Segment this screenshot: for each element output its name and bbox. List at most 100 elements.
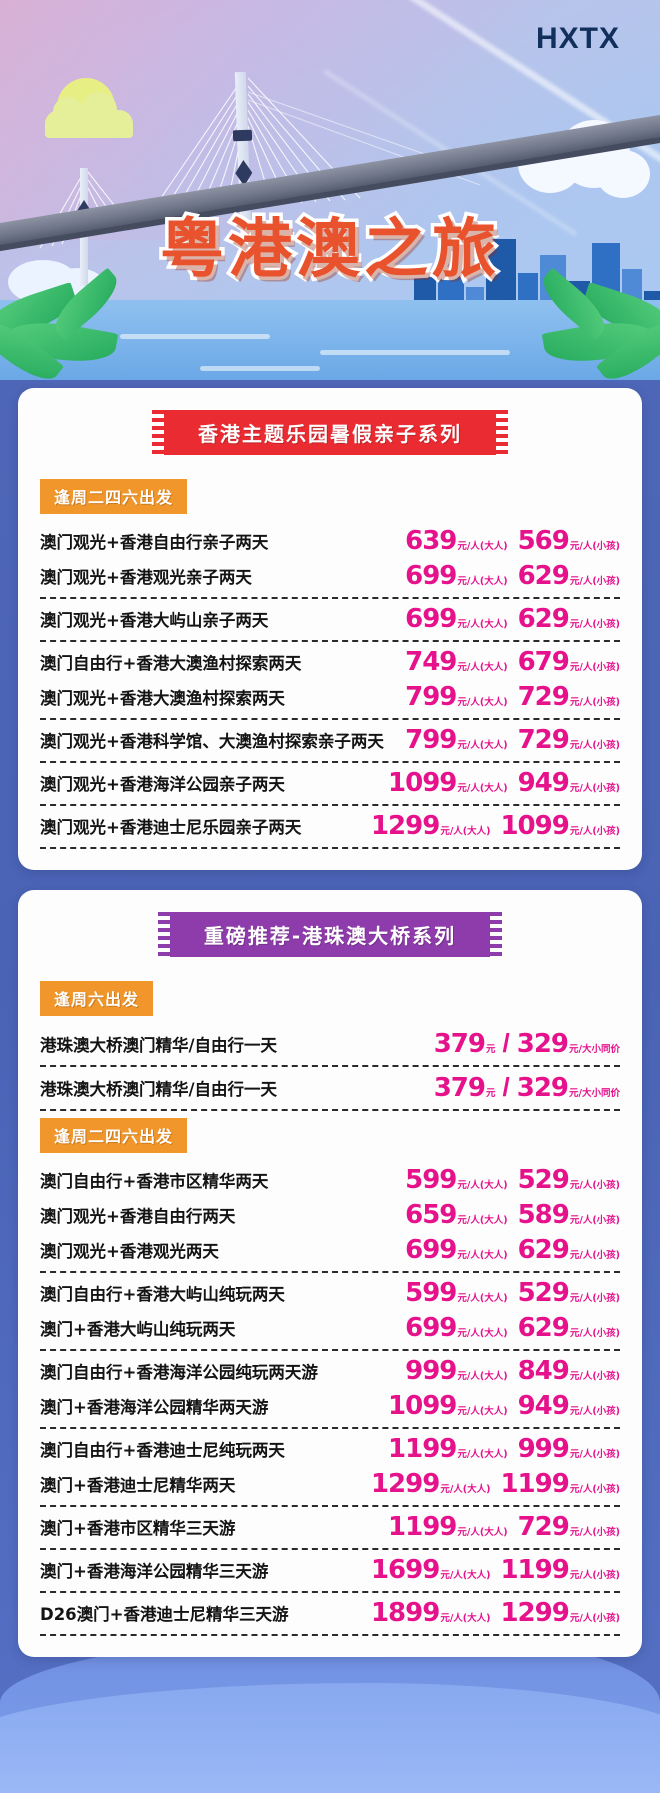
child-price: 729	[517, 682, 570, 712]
price-block: 699 元/人(大人)	[405, 561, 507, 591]
table-row[interactable]: 澳门自由行+香港大屿山纯玩两天 599 元/人(大人) 529 元/人(小孩)	[40, 1276, 620, 1311]
adult-price: 599	[405, 1278, 457, 1308]
adult-price-unit: 元/人(大人)	[457, 619, 508, 630]
table-row[interactable]: 澳门观光+香港观光亲子两天 699 元/人(大人) 629 元/人(小孩)	[40, 559, 620, 594]
adult-price: 599	[405, 1165, 457, 1195]
price-block: 1099 元/人(小孩)	[500, 811, 620, 841]
price-block: 699 元/人(大人)	[405, 604, 507, 634]
offer-group: 澳门观光+香港大屿山亲子两天 699 元/人(大人) 629 元/人(小孩)	[40, 602, 620, 642]
adult-price-unit: 元/人(大人)	[457, 541, 508, 552]
price-block: 699 元/人(大人)	[405, 1235, 507, 1265]
product-name: 澳门+香港市区精华三天游	[40, 1519, 236, 1538]
price-block: 1199 元/人(小孩)	[500, 1555, 620, 1585]
table-row[interactable]: 澳门观光+香港观光两天 699 元/人(大人) 629 元/人(小孩)	[40, 1233, 620, 1268]
price-block: 599 元/人(大人)	[405, 1278, 507, 1308]
child-price: 629	[517, 1235, 570, 1265]
price-block: 799 元/人(大人)	[405, 682, 507, 712]
adult-price-unit: 元/人(大人)	[457, 740, 508, 751]
price-pair: 699 元/人(大人) 629 元/人(小孩)	[405, 604, 620, 634]
adult-price: 799	[405, 682, 457, 712]
offer-group: 澳门自由行+香港海洋公园纯玩两天游 999 元/人(大人) 849 元/人(小孩) 澳门+…	[40, 1354, 620, 1429]
price-block: 629 元/人(小孩)	[518, 1235, 620, 1265]
offer-group: 澳门自由行+香港市区精华两天 599 元/人(大人) 529 元/人(小孩) 澳门观光+香…	[40, 1163, 620, 1273]
cloud-white-icon	[596, 150, 650, 198]
adult-price-unit: 元/人(大人)	[457, 1215, 508, 1226]
price-block: 1899 元/人(大人)	[371, 1598, 491, 1628]
table-row[interactable]: 澳门+香港迪士尼精华两天 1299 元/人(大人) 1199 元/人(小孩)	[40, 1467, 620, 1502]
child-price: 329	[516, 1029, 569, 1059]
product-name: 澳门观光+香港迪士尼乐园亲子两天	[40, 818, 302, 837]
table-row[interactable]: 澳门+香港大屿山纯玩两天 699 元/人(大人) 629 元/人(小孩)	[40, 1311, 620, 1346]
adult-price-unit: 元/人(大人)	[457, 697, 508, 708]
price-block: 1199 元/人(大人)	[388, 1434, 508, 1464]
page-title: 粤港澳之旅	[157, 210, 500, 291]
adult-price: 1099	[388, 1391, 457, 1421]
table-row[interactable]: 澳门自由行+香港海洋公园纯玩两天游 999 元/人(大人) 849 元/人(小孩)	[40, 1354, 620, 1389]
table-row[interactable]: 澳门观光+香港大澳渔村探索两天 799 元/人(大人) 729 元/人(小孩)	[40, 680, 620, 715]
table-row[interactable]: 澳门+香港海洋公园精华三天游 1699 元/人(大人) 1199 元/人(小孩)	[40, 1553, 620, 1588]
table-row[interactable]: 澳门+香港海洋公园精华两天游 1099 元/人(大人) 949 元/人(小孩)	[40, 1389, 620, 1424]
adult-price: 1199	[388, 1512, 457, 1542]
price-pair: 639 元/人(大人) 569 元/人(小孩)	[405, 526, 620, 556]
product-name: 澳门观光+香港海洋公园亲子两天	[40, 775, 285, 794]
price-block: 679 元/人(小孩)	[518, 647, 620, 677]
table-row[interactable]: 澳门自由行+香港市区精华两天 599 元/人(大人) 529 元/人(小孩)	[40, 1163, 620, 1198]
price-block: 329 元/大小同价	[517, 1073, 620, 1103]
child-price-unit: 元/人(小孩)	[569, 1328, 620, 1339]
table-row[interactable]: 澳门观光+香港科学馆、大澳渔村探索亲子两天 799 元/人(大人) 729 元/人(小孩…	[40, 723, 620, 758]
adult-price: 749	[405, 647, 457, 677]
product-name: 澳门+香港海洋公园精华两天游	[40, 1398, 269, 1417]
child-price-unit: 元/人(小孩)	[569, 541, 620, 552]
adult-price-unit: 元/人(大人)	[440, 1484, 491, 1495]
adult-price-unit: 元/人(大人)	[457, 576, 508, 587]
price-block: 999 元/人(小孩)	[518, 1434, 620, 1464]
table-row[interactable]: 澳门观光+香港海洋公园亲子两天 1099 元/人(大人) 949 元/人(小孩)	[40, 766, 620, 801]
adult-price-unit: 元/人(大人)	[457, 1293, 508, 1304]
price-block: 949 元/人(小孩)	[518, 768, 620, 798]
offer-group: 澳门+香港市区精华三天游 1199 元/人(大人) 729 元/人(小孩)	[40, 1510, 620, 1550]
table-row[interactable]: 澳门+香港市区精华三天游 1199 元/人(大人) 729 元/人(小孩)	[40, 1510, 620, 1545]
child-price: 529	[517, 1165, 570, 1195]
price-block: 1099 元/人(大人)	[388, 768, 508, 798]
offer-group: 港珠澳大桥澳门精华/自由行一天 379 元/329 元/大小同价	[40, 1070, 620, 1111]
child-price: 629	[517, 604, 570, 634]
child-price-unit: 元/人(小孩)	[569, 1449, 620, 1460]
table-row[interactable]: D26澳门+香港迪士尼精华三天游 1899 元/人(大人) 1299 元/人(小孩)	[40, 1596, 620, 1631]
table-row[interactable]: 澳门观光+香港自由行亲子两天 639 元/人(大人) 569 元/人(小孩)	[40, 524, 620, 559]
product-name: 澳门观光+香港科学馆、大澳渔村探索亲子两天	[40, 732, 384, 751]
price-block: 729 元/人(小孩)	[518, 1512, 620, 1542]
price-pair: 799 元/人(大人) 729 元/人(小孩)	[405, 682, 620, 712]
adult-price-unit: 元	[485, 1088, 496, 1099]
price-block: 1299 元/人(大人)	[371, 811, 491, 841]
offer-group: 澳门自由行+香港迪士尼纯玩两天 1199 元/人(大人) 999 元/人(小孩) 澳门+香…	[40, 1432, 620, 1507]
product-name: 澳门+香港大屿山纯玩两天	[40, 1320, 236, 1339]
adult-price: 379	[433, 1029, 486, 1059]
adult-price-unit: 元/人(大人)	[457, 1328, 508, 1339]
price-pair: 599 元/人(大人) 529 元/人(小孩)	[405, 1165, 620, 1195]
product-name: 澳门观光+香港自由行两天	[40, 1207, 236, 1226]
product-name: 澳门+香港迪士尼精华两天	[40, 1476, 236, 1495]
product-name: 澳门观光+香港自由行亲子两天	[40, 533, 269, 552]
table-row[interactable]: 澳门观光+香港大屿山亲子两天 699 元/人(大人) 629 元/人(小孩)	[40, 602, 620, 637]
table-row[interactable]: 澳门自由行+香港大澳渔村探索两天 749 元/人(大人) 679 元/人(小孩)	[40, 645, 620, 680]
child-price-unit: 元/人(小孩)	[569, 740, 620, 751]
table-row[interactable]: 澳门观光+香港自由行两天 659 元/人(大人) 589 元/人(小孩)	[40, 1198, 620, 1233]
sections-container: 香港主题乐园暑假亲子系列 逢周二四六出发 澳门观光+香港自由行亲子两天 639 元/人(…	[0, 388, 660, 1677]
adult-price: 639	[405, 526, 457, 556]
product-name: 港珠澳大桥澳门精华/自由行一天	[40, 1035, 278, 1055]
table-row[interactable]: 港珠澳大桥澳门精华/自由行一天 379 元/329 元/大小同价	[40, 1026, 620, 1062]
departure-badge: 逢周二四六出发	[40, 1118, 188, 1153]
table-row[interactable]: 港珠澳大桥澳门精华/自由行一天 379 元/329 元/大小同价	[40, 1070, 620, 1106]
product-name: 澳门观光+香港观光两天	[40, 1242, 219, 1261]
table-row[interactable]: 澳门观光+香港迪士尼乐园亲子两天 1299 元/人(大人) 1099 元/人(小孩)	[40, 809, 620, 844]
child-price-unit: 元/大小同价	[569, 1044, 620, 1055]
price-block: 629 元/人(小孩)	[518, 561, 620, 591]
table-row[interactable]: 澳门自由行+香港迪士尼纯玩两天 1199 元/人(大人) 999 元/人(小孩)	[40, 1432, 620, 1467]
price-block: 659 元/人(大人)	[405, 1200, 507, 1230]
child-price: 679	[517, 647, 570, 677]
adult-price: 799	[405, 725, 457, 755]
child-price: 949	[517, 1391, 570, 1421]
price-block: 1199 元/人(大人)	[388, 1512, 508, 1542]
child-price: 949	[517, 768, 570, 798]
price-block: 799 元/人(大人)	[405, 725, 507, 755]
